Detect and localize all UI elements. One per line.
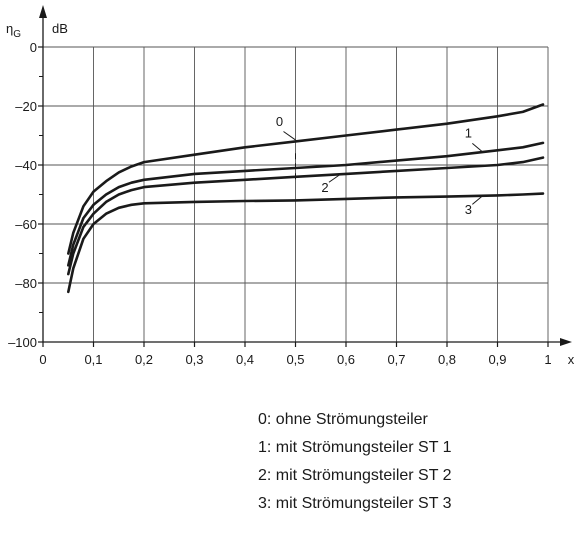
y-tick-label-1: –20: [15, 99, 37, 114]
series-line-1: [67, 141, 545, 267]
y-axis-unit: dB: [52, 21, 68, 36]
y-tick-label-3: –60: [15, 217, 37, 232]
legend-item-3: 3: mit Strömungsteiler ST 3: [258, 495, 452, 512]
x-tick-label-1: 0,1: [84, 352, 102, 367]
legend-item-0: 0: ohne Strömungsteiler: [258, 411, 428, 428]
x-tick-label-5: 0,5: [286, 352, 304, 367]
y-tick-label-2: –40: [15, 158, 37, 173]
x-tick-label-6: 0,6: [337, 352, 355, 367]
curve-label-2: 2: [321, 180, 328, 195]
x-tick-label-4: 0,4: [236, 352, 254, 367]
x-tick-label-2: 0,2: [135, 352, 153, 367]
curve-label-1: 1: [465, 126, 472, 141]
axes: [39, 5, 572, 346]
x-tick-label-9: 0,9: [488, 352, 506, 367]
x-tick-label-10: 1: [544, 352, 551, 367]
series-line-2: [67, 156, 545, 276]
curve-label-leader-3: [472, 195, 483, 205]
y-axis-arrow: [39, 5, 47, 18]
ticks: [38, 46, 549, 347]
y-tick-label-4: –80: [15, 276, 37, 291]
series-line-3: [67, 192, 545, 294]
curve-label-leader-2: [328, 173, 342, 183]
y-tick-label-5: –100: [8, 335, 37, 350]
series-line-0: [67, 103, 545, 255]
legend-item-1: 1: mit Strömungsteiler ST 1: [258, 439, 452, 456]
legend-item-2: 2: mit Strömungsteiler ST 2: [258, 467, 452, 484]
legend: 0: ohne Strömungsteiler 1: mit Strömungs…: [258, 406, 452, 518]
curve-labels: 0 1 2 3: [276, 114, 483, 217]
series-group: [67, 103, 545, 294]
y-tick-label-0: 0: [30, 40, 37, 55]
x-axis-label: x: [568, 352, 575, 367]
curve-label-3: 3: [465, 202, 472, 217]
x-tick-label-0: 0: [39, 352, 46, 367]
x-tick-label-8: 0,8: [438, 352, 456, 367]
curve-label-leader-1: [472, 142, 483, 153]
y-axis-label: ηG: [6, 21, 21, 40]
x-tick-label-7: 0,7: [387, 352, 405, 367]
x-tick-label-3: 0,3: [185, 352, 203, 367]
curve-label-leader-0: [283, 131, 296, 141]
curve-label-0: 0: [276, 114, 283, 129]
x-axis-arrow: [560, 338, 572, 346]
